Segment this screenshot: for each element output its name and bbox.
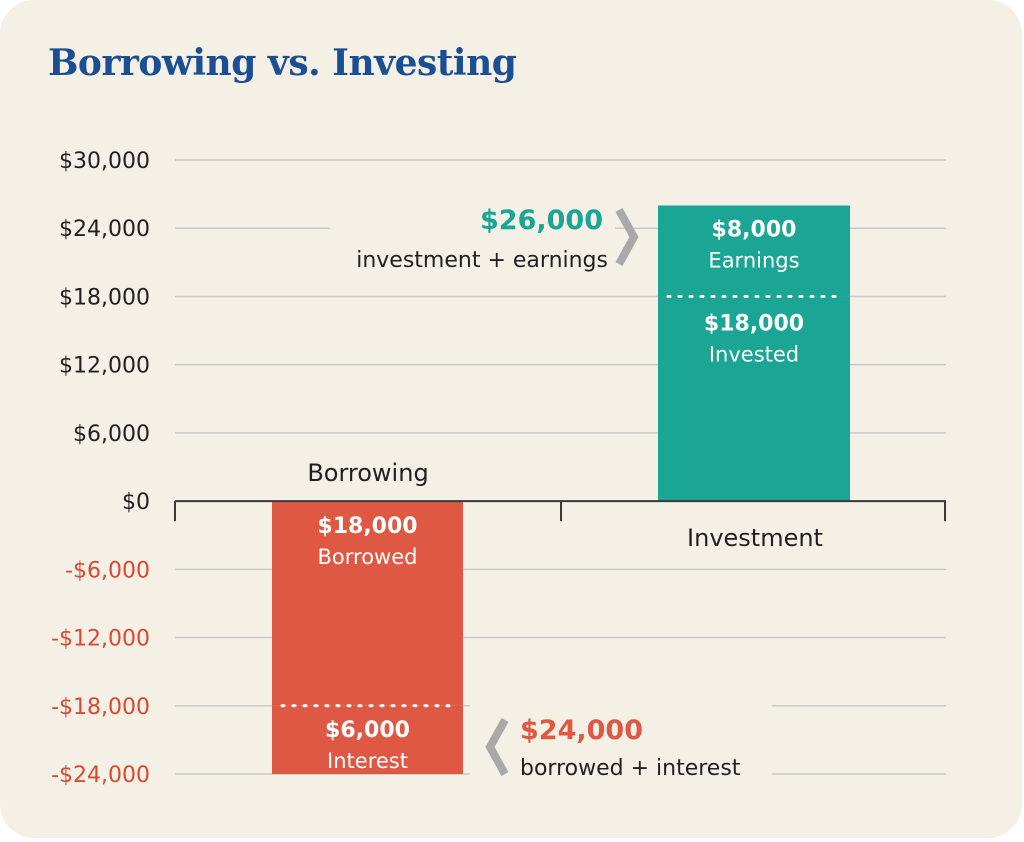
chevron-right-icon <box>615 208 639 266</box>
segment-name-label: Interest <box>327 749 408 773</box>
total-caption: borrowed + interest <box>520 756 741 781</box>
y-tick-label: $6,000 <box>73 422 150 447</box>
segment-name-label: Invested <box>709 342 799 366</box>
y-tick-label: $18,000 <box>59 285 150 310</box>
y-tick-label: $0 <box>122 490 150 515</box>
segment-value-label: $18,000 <box>704 311 804 336</box>
category-label-investment: Investment <box>687 524 823 552</box>
segment-name-label: Borrowed <box>318 545 418 569</box>
y-tick-label: $24,000 <box>59 217 150 242</box>
total-value-label: $26,000 <box>480 205 603 236</box>
segment-name-label: Earnings <box>708 248 799 272</box>
segment-value-label: $18,000 <box>317 514 417 539</box>
total-caption: investment + earnings <box>356 248 608 273</box>
y-tick-label: $30,000 <box>59 149 150 174</box>
chart-title: Borrowing vs. Investing <box>48 42 517 84</box>
segment-value-label: $8,000 <box>712 217 797 242</box>
y-tick-label: $12,000 <box>59 354 150 379</box>
chevron-left-icon <box>485 718 509 776</box>
total-value-label: $24,000 <box>520 715 643 746</box>
segment-value-label: $6,000 <box>325 718 410 743</box>
y-tick-label: -$6,000 <box>65 558 150 583</box>
category-label-borrowing: Borrowing <box>307 459 428 487</box>
bar-segment-interest <box>272 705 463 774</box>
y-tick-label: -$18,000 <box>51 695 150 720</box>
bar-segment-invested <box>658 296 850 502</box>
bar-segment-borrowed <box>272 501 463 706</box>
bar-segment-earnings <box>658 205 850 297</box>
y-tick-label: -$12,000 <box>51 627 150 652</box>
y-tick-label: -$24,000 <box>51 763 150 788</box>
